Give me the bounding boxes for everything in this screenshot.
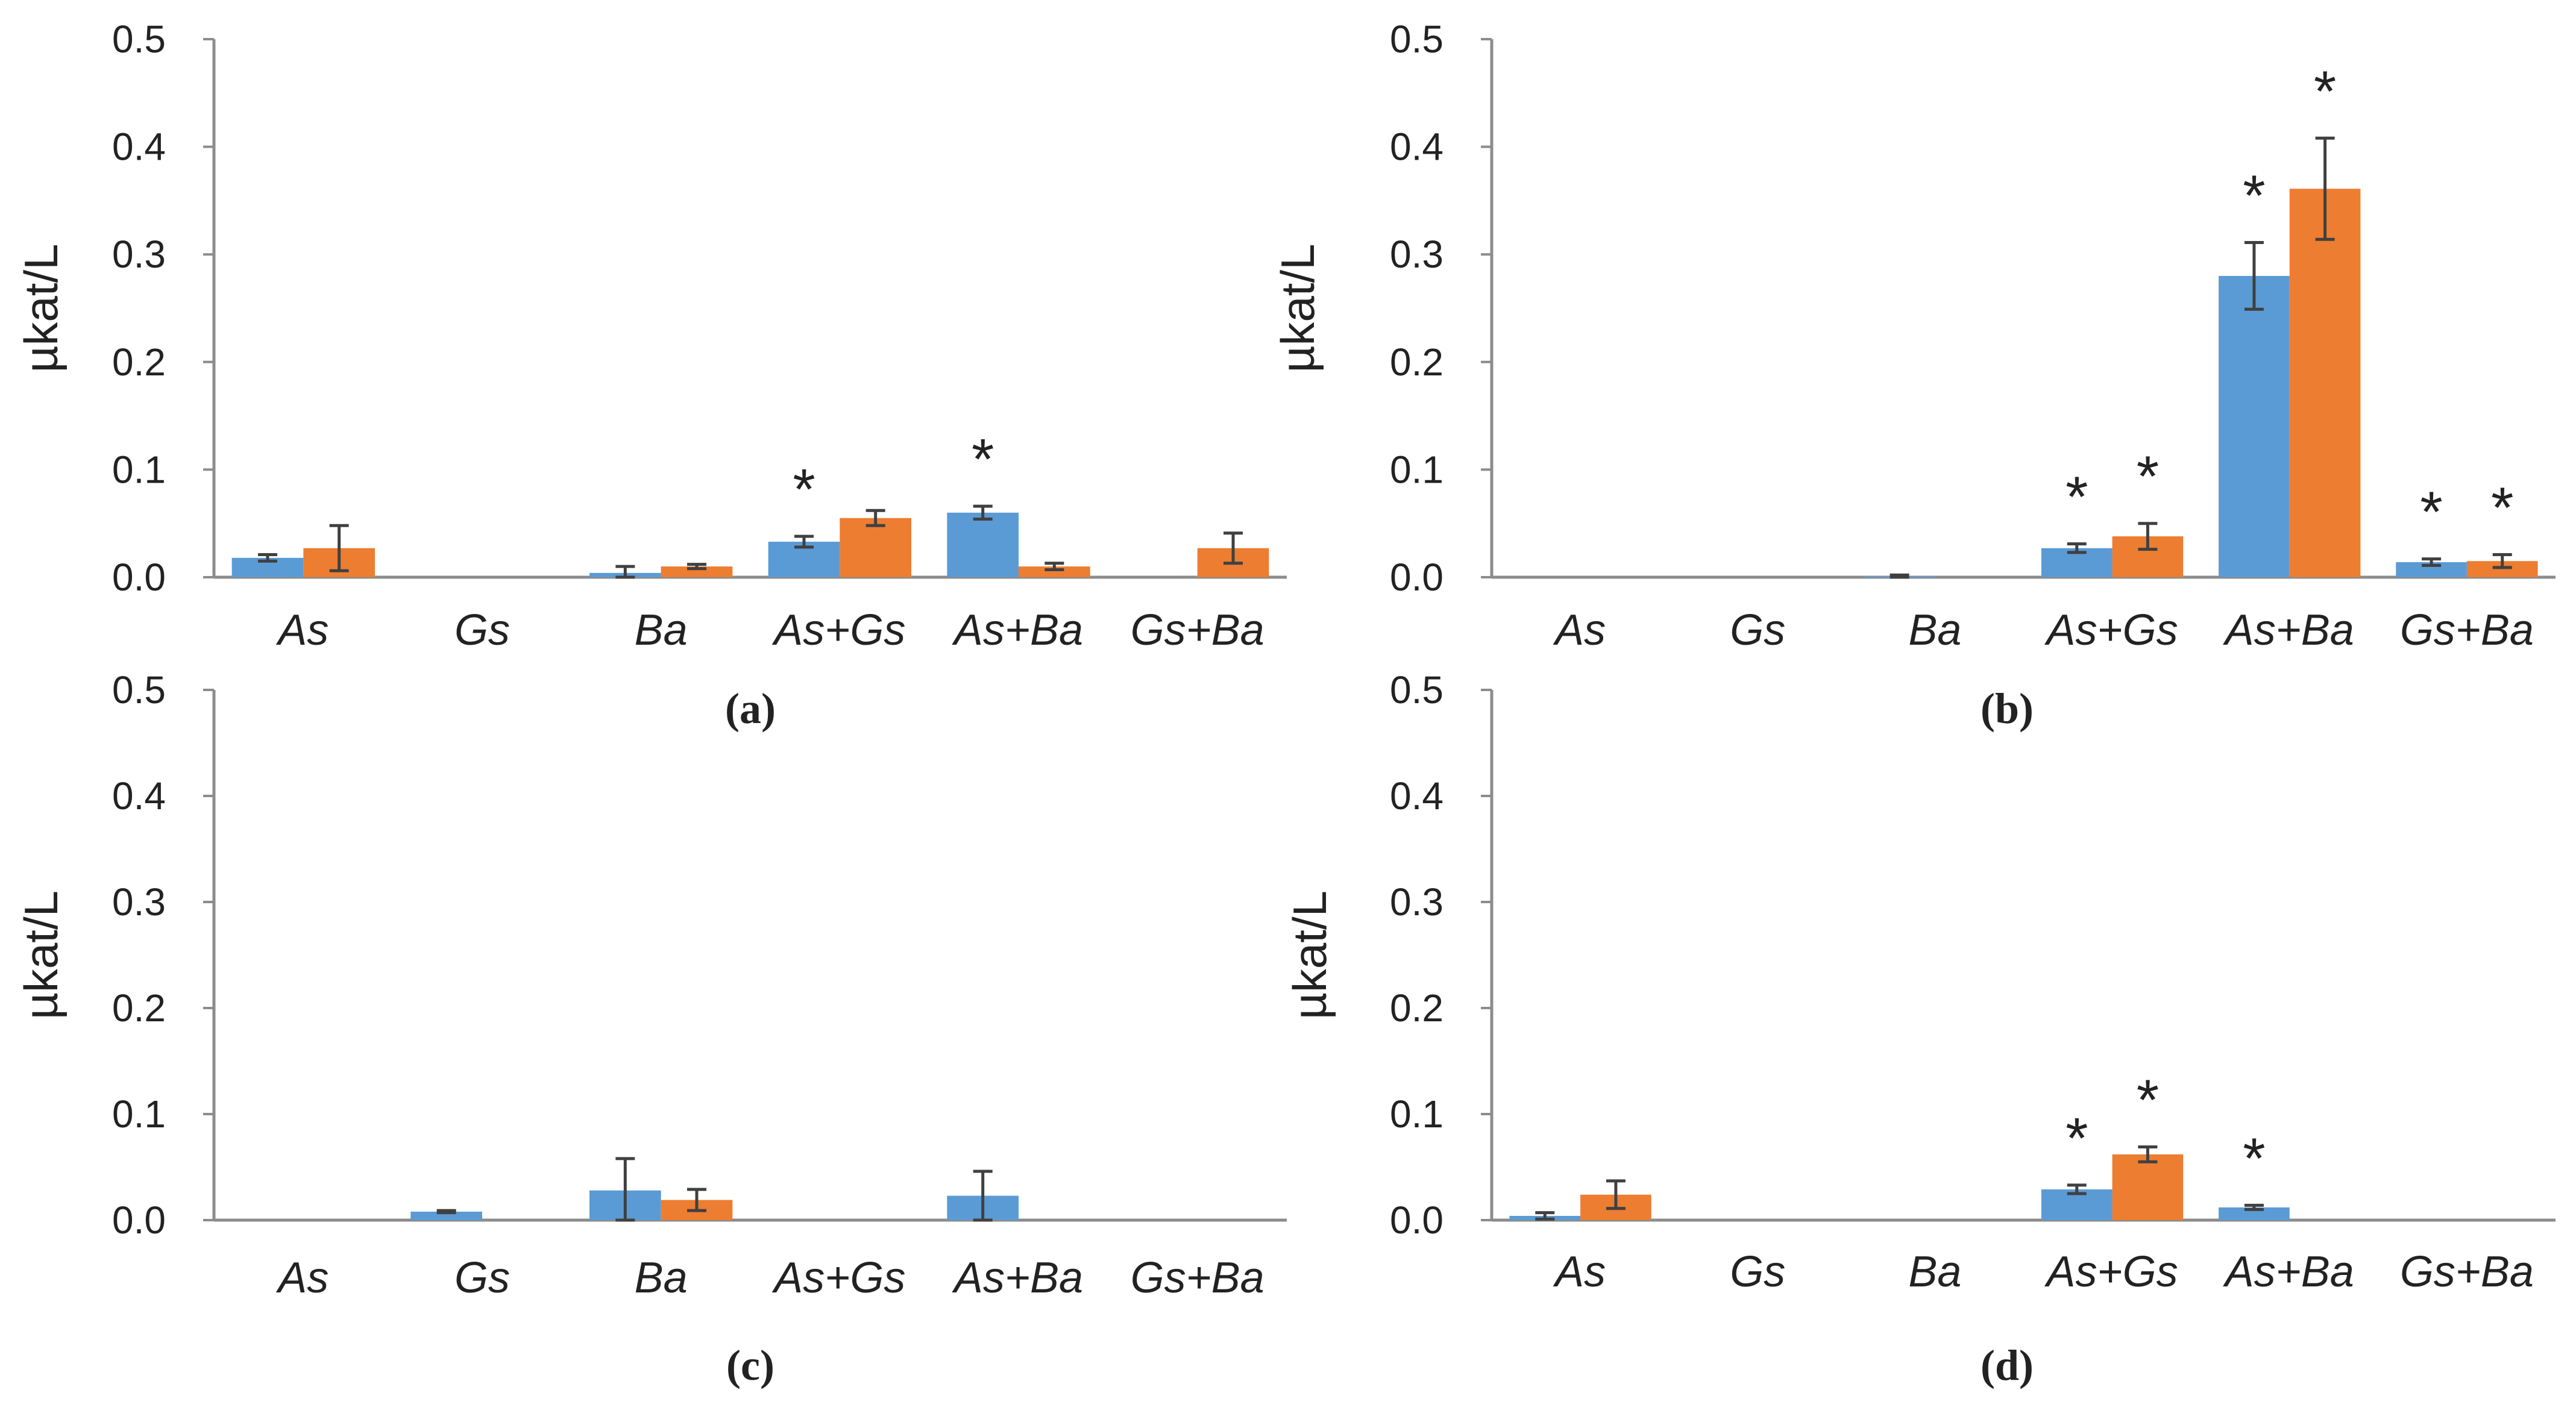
x-category-label: Ba bbox=[635, 1254, 688, 1302]
y-tick-label: 0.4 bbox=[1390, 774, 1444, 818]
chart-panel-b: 0.0 0.1 0.2 0.3 0.4 0.5 µkat/L As Gs Ba As+Gs As+Ba… bbox=[1271, 17, 2556, 733]
y-tick-label: 0.3 bbox=[112, 880, 166, 924]
y-tick-label: 0.4 bbox=[112, 125, 166, 169]
bar-d-as-gs-s2 bbox=[2112, 1154, 2184, 1220]
x-category-label: As+Ba bbox=[952, 606, 1083, 654]
x-category-label: Gs bbox=[1730, 606, 1785, 654]
y-tick-label: 0.3 bbox=[112, 233, 166, 276]
panel-label: (b) bbox=[1981, 684, 2034, 733]
significance-asterisk: * bbox=[793, 457, 815, 522]
significance-asterisk: * bbox=[2243, 1126, 2265, 1191]
x-category-label: Gs bbox=[1730, 1248, 1785, 1296]
x-category-label: Gs+Ba bbox=[2400, 1248, 2534, 1296]
bar-d-as-ba-s1 bbox=[2219, 1207, 2290, 1220]
y-tick-label: 0.2 bbox=[1390, 986, 1444, 1030]
panel-label: (d) bbox=[1981, 1341, 2034, 1389]
y-axis-title: µkat/L bbox=[1271, 243, 1324, 372]
x-category-label: As+Gs bbox=[771, 1254, 905, 1302]
y-tick-label: 0.5 bbox=[1390, 668, 1444, 712]
x-category-label: Gs+Ba bbox=[2400, 606, 2534, 654]
significance-asterisk: * bbox=[2066, 1106, 2088, 1171]
x-category-label: As+Gs bbox=[2044, 606, 2178, 654]
y-axis-title: µkat/L bbox=[14, 243, 68, 372]
y-tick-label: 0.0 bbox=[112, 1198, 166, 1242]
significance-asterisk: * bbox=[2137, 445, 2159, 509]
x-category-label: As+Ba bbox=[2223, 606, 2354, 654]
significance-asterisk: * bbox=[2243, 164, 2265, 228]
x-category-label: Gs bbox=[454, 1254, 510, 1302]
chart-panel-c: 0.0 0.1 0.2 0.3 0.4 0.5 µkat/L As Gs Ba As+Gs As+Ba… bbox=[14, 668, 1287, 1389]
x-category-label: Ba bbox=[635, 606, 688, 654]
significance-asterisk: * bbox=[2314, 59, 2336, 124]
y-tick-label: 0.5 bbox=[112, 668, 166, 712]
chart-panel-d: 0.0 0.1 0.2 0.3 0.4 0.5 µkat/L As Gs Ba As+Gs As+Ba… bbox=[1283, 668, 2556, 1389]
y-tick-label: 0.1 bbox=[112, 1092, 166, 1136]
bar-b-as-ba-s2 bbox=[2289, 189, 2361, 577]
significance-asterisk: * bbox=[2420, 480, 2442, 545]
x-category-label: As bbox=[275, 606, 328, 654]
bar-a-ba-s2 bbox=[661, 566, 733, 577]
significance-asterisk: * bbox=[2066, 465, 2088, 530]
bar-a-as-ba-s1 bbox=[947, 512, 1019, 577]
y-tick-label: 0.1 bbox=[1390, 448, 1444, 491]
y-tick-label: 0.2 bbox=[112, 986, 166, 1030]
bar-a-as-ba-s2 bbox=[1019, 566, 1090, 577]
y-tick-label: 0.5 bbox=[1390, 17, 1444, 61]
x-category-label: As+Ba bbox=[952, 1254, 1083, 1302]
chart-panel-a: 0.0 0.1 0.2 0.3 0.4 0.5 µkat/L As Gs Ba As+Gs As+Ba… bbox=[14, 17, 1287, 733]
y-tick-label: 0.4 bbox=[112, 774, 166, 818]
bar-a-as-gs-s2 bbox=[840, 518, 911, 577]
significance-asterisk: * bbox=[972, 427, 994, 492]
x-category-label: Gs bbox=[454, 606, 510, 654]
x-category-label: As+Gs bbox=[2044, 1248, 2178, 1296]
x-category-label: As+Ba bbox=[2223, 1248, 2354, 1296]
panel-label: (c) bbox=[726, 1341, 774, 1389]
y-tick-label: 0.3 bbox=[1390, 880, 1444, 924]
y-tick-label: 0.2 bbox=[112, 340, 166, 384]
x-category-label: Ba bbox=[1908, 606, 1961, 654]
y-tick-label: 0.4 bbox=[1390, 125, 1444, 169]
x-category-label: Gs+Ba bbox=[1131, 1254, 1264, 1302]
y-tick-label: 0.0 bbox=[112, 556, 166, 599]
bar-b-as-ba-s1 bbox=[2219, 275, 2290, 577]
y-tick-label: 0.3 bbox=[1390, 233, 1444, 276]
y-tick-label: 0.5 bbox=[112, 17, 166, 61]
x-category-label: As bbox=[275, 1254, 328, 1302]
significance-asterisk: * bbox=[2137, 1068, 2159, 1133]
x-category-label: Ba bbox=[1908, 1248, 1961, 1296]
x-category-label: As bbox=[1553, 606, 1606, 654]
y-tick-label: 0.0 bbox=[1390, 556, 1444, 599]
significance-asterisk: * bbox=[2491, 475, 2513, 540]
y-tick-label: 0.0 bbox=[1390, 1198, 1444, 1242]
y-tick-label: 0.1 bbox=[112, 448, 166, 491]
y-axis-title: µkat/L bbox=[1283, 891, 1336, 1019]
y-axis-title: µkat/L bbox=[14, 891, 68, 1019]
y-tick-label: 0.1 bbox=[1390, 1092, 1444, 1136]
panel-label: (a) bbox=[725, 684, 776, 733]
x-category-label: As bbox=[1553, 1248, 1606, 1296]
bar-c-gs-s1 bbox=[410, 1211, 482, 1220]
x-category-label: As+Gs bbox=[771, 606, 905, 654]
x-category-label: Gs+Ba bbox=[1131, 606, 1264, 654]
y-tick-label: 0.2 bbox=[1390, 340, 1444, 384]
